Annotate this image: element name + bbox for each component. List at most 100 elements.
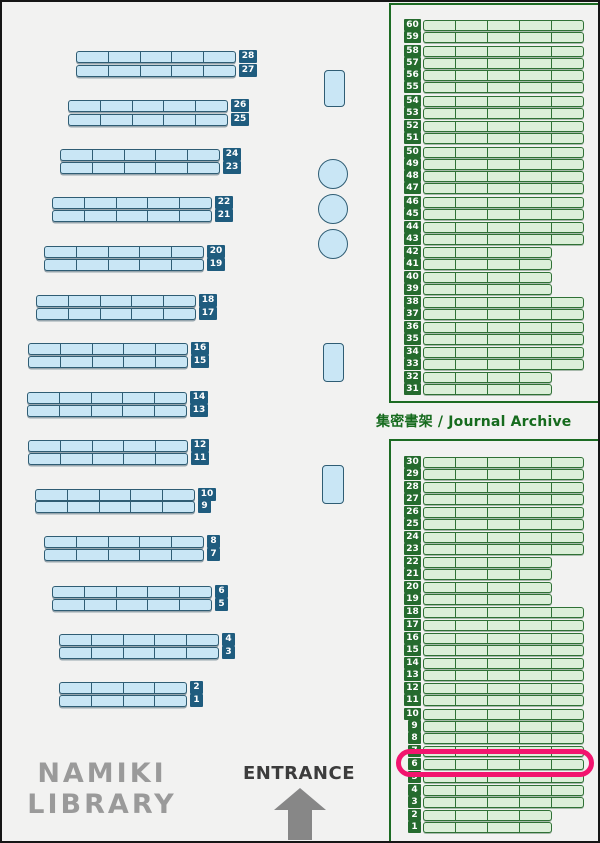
archive-segment <box>519 323 551 332</box>
shelf-row <box>68 100 228 112</box>
shelf-segment <box>179 211 211 221</box>
archive-segment <box>519 608 551 617</box>
archive-row <box>423 309 584 320</box>
archive-row <box>423 507 584 518</box>
entrance-label: ENTRANCE <box>243 763 355 784</box>
archive-row-label: 28 <box>404 481 421 493</box>
archive-segment <box>424 646 455 655</box>
archive-row <box>423 147 584 158</box>
shelf-segment <box>59 454 92 464</box>
shelf-segment <box>59 441 92 451</box>
archive-segment <box>487 97 519 106</box>
shelf-segment <box>67 309 100 319</box>
shelf-row <box>36 308 196 320</box>
shelf-segment <box>139 260 171 270</box>
archive-segment <box>487 235 519 244</box>
archive-segment <box>424 696 455 705</box>
archive-segment <box>519 248 551 257</box>
archive-row <box>423 372 552 383</box>
shelf-segment <box>147 600 179 610</box>
shelf-row-label: 20 <box>207 245 225 258</box>
archive-segment <box>519 659 551 668</box>
shelf-segment <box>90 683 123 693</box>
archive-segment <box>551 483 583 492</box>
archive-segment <box>519 360 551 369</box>
archive-row-label: 58 <box>404 45 421 57</box>
archive-segment <box>487 470 519 479</box>
archive-segment <box>455 558 487 567</box>
archive-segment <box>455 583 487 592</box>
archive-row <box>423 658 584 669</box>
archive-row-label: 12 <box>404 682 421 694</box>
archive-segment <box>487 684 519 693</box>
shelf-row <box>52 197 212 209</box>
shelf-segment <box>37 309 68 319</box>
up-arrow-icon <box>274 788 326 840</box>
shelf-segment <box>154 696 186 706</box>
archive-segment <box>455 97 487 106</box>
shelf-row <box>44 549 204 561</box>
archive-segment <box>519 235 551 244</box>
archive-row <box>423 222 584 233</box>
archive-segment <box>519 47 551 56</box>
archive-segment <box>487 495 519 504</box>
archive-segment <box>519 696 551 705</box>
archive-segment <box>551 83 583 92</box>
shelf-segment <box>66 490 99 500</box>
archive-segment <box>551 21 583 30</box>
archive-segment <box>424 798 455 807</box>
archive-segment <box>519 172 551 181</box>
archive-segment <box>424 273 455 282</box>
shelf-segment <box>45 247 76 257</box>
archive-row-label: 6 <box>408 758 421 770</box>
archive-row-label: 24 <box>404 531 421 543</box>
shelf-row <box>28 343 188 355</box>
shelf-segment <box>139 66 172 76</box>
archive-segment <box>519 773 551 782</box>
shelf-row-label: 6 <box>215 585 228 598</box>
archive-segment <box>424 823 455 832</box>
archive-segment <box>551 33 583 42</box>
archive-segment <box>455 235 487 244</box>
archive-segment <box>551 210 583 219</box>
archive-row-label: 41 <box>404 258 421 270</box>
archive-row <box>423 733 584 744</box>
shelf-segment <box>60 683 91 693</box>
archive-segment <box>455 508 487 517</box>
archive-row-label: 38 <box>404 296 421 308</box>
shelf-segment <box>187 150 219 160</box>
archive-segment <box>551 323 583 332</box>
highlight-ring <box>396 749 594 777</box>
archive-row <box>423 582 552 593</box>
archive-row-label: 54 <box>404 95 421 107</box>
archive-segment <box>487 360 519 369</box>
shelf-segment <box>154 648 186 658</box>
archive-row-label: 40 <box>404 271 421 283</box>
shelf-segment <box>99 296 132 306</box>
archive-segment <box>551 533 583 542</box>
archive-segment <box>455 760 487 769</box>
archive-segment <box>487 671 519 680</box>
archive-segment <box>551 160 583 169</box>
archive-segment <box>487 520 519 529</box>
shelf-row <box>27 405 187 417</box>
archive-row <box>423 494 584 505</box>
archive-segment <box>455 621 487 630</box>
archive-row-label: 32 <box>404 371 421 383</box>
archive-segment <box>455 323 487 332</box>
shelf-segment <box>60 635 91 645</box>
archive-segment <box>424 122 455 131</box>
shelf-segment <box>90 648 123 658</box>
archive-row <box>423 569 552 580</box>
shelf-row <box>59 634 219 646</box>
archive-segment <box>487 47 519 56</box>
archive-segment <box>519 786 551 795</box>
archive-segment <box>487 659 519 668</box>
archive-segment <box>455 83 487 92</box>
shelf-row <box>59 682 187 694</box>
archive-segment <box>455 109 487 118</box>
shelf-segment <box>154 393 186 403</box>
archive-segment <box>455 595 487 604</box>
shelf-row <box>60 149 220 161</box>
shelf-segment <box>171 260 203 270</box>
